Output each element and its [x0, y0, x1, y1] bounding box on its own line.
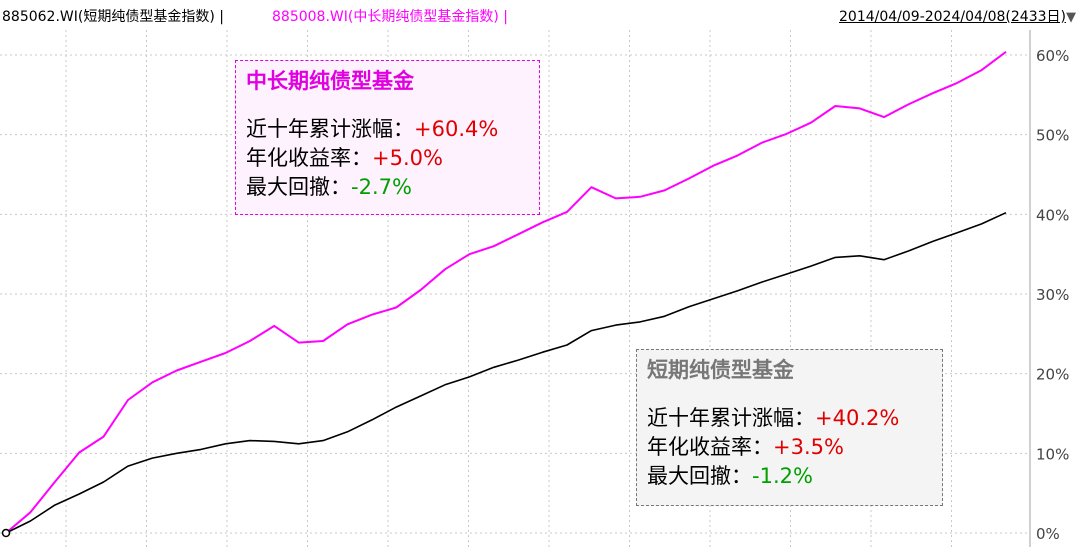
- chart-header-series: 885062.WI(短期纯债型基金指数) |: [2, 6, 224, 26]
- triangle-down-icon[interactable]: ▼: [1066, 10, 1076, 25]
- max-drawdown-row: 最大回撤：-1.2%: [647, 462, 942, 491]
- max-drawdown-value: -1.2%: [752, 464, 813, 488]
- annualized-return-row: 年化收益率：+5.0%: [246, 144, 539, 173]
- long-term-annotation-box: 中长期纯债型基金 近十年累计涨幅：+60.4% 年化收益率：+5.0% 最大回撤…: [235, 60, 540, 215]
- y-tick-label: 50%: [1036, 127, 1069, 145]
- series-line-long-term: [5, 50, 1007, 534]
- annualized-return-value: +5.0%: [372, 146, 443, 170]
- y-axis-ticks: 0% 10% 20% 30% 40% 50% 60%: [1036, 47, 1069, 543]
- start-point-marker: [1, 528, 11, 538]
- header-separator: |: [219, 9, 224, 25]
- short-term-annotation-box: 短期纯债型基金 近十年累计涨幅：+40.2% 年化收益率：+3.5% 最大回撤：…: [636, 349, 943, 506]
- annualized-return-value: +3.5%: [773, 435, 844, 459]
- cumulative-return-value: +40.2%: [815, 406, 900, 430]
- annualized-return-label: 年化收益率：: [246, 146, 372, 170]
- y-tick-label: 0%: [1036, 525, 1060, 543]
- header-separator: |: [503, 9, 508, 25]
- box-title: 中长期纯债型基金: [246, 69, 414, 93]
- y-tick-label: 40%: [1036, 206, 1069, 224]
- box-title: 短期纯债型基金: [647, 358, 794, 382]
- max-drawdown-value: -2.7%: [351, 175, 412, 199]
- max-drawdown-label: 最大回撤：: [647, 464, 752, 488]
- annualized-return-label: 年化收益率：: [647, 435, 773, 459]
- series-b-label: 885008.WI(中长期纯债型基金指数): [272, 9, 499, 25]
- chart-header-series-b: 885008.WI(中长期纯债型基金指数) |: [272, 6, 508, 26]
- max-drawdown-label: 最大回撤：: [246, 175, 351, 199]
- date-range-text[interactable]: 2014/04/09-2024/04/08(2433日): [839, 9, 1066, 25]
- date-range-selector[interactable]: 2014/04/09-2024/04/08(2433日)▼: [839, 6, 1076, 26]
- annualized-return-row: 年化收益率：+3.5%: [647, 433, 942, 462]
- y-tick-label: 30%: [1036, 286, 1069, 304]
- y-tick-label: 20%: [1036, 366, 1069, 384]
- cumulative-return-value: +60.4%: [414, 117, 499, 141]
- cumulative-return-row: 近十年累计涨幅：+60.4%: [246, 115, 539, 144]
- y-tick-label: 10%: [1036, 445, 1069, 463]
- y-tick-label: 60%: [1036, 47, 1069, 65]
- series-line-short-term: [5, 211, 1007, 534]
- series-a-label: 885062.WI(短期纯债型基金指数): [2, 9, 215, 25]
- cumulative-return-label: 近十年累计涨幅：: [647, 406, 815, 430]
- series-layer: [1, 50, 1007, 538]
- cumulative-return-row: 近十年累计涨幅：+40.2%: [647, 404, 942, 433]
- cumulative-return-label: 近十年累计涨幅：: [246, 117, 414, 141]
- max-drawdown-row: 最大回撤：-2.7%: [246, 173, 539, 202]
